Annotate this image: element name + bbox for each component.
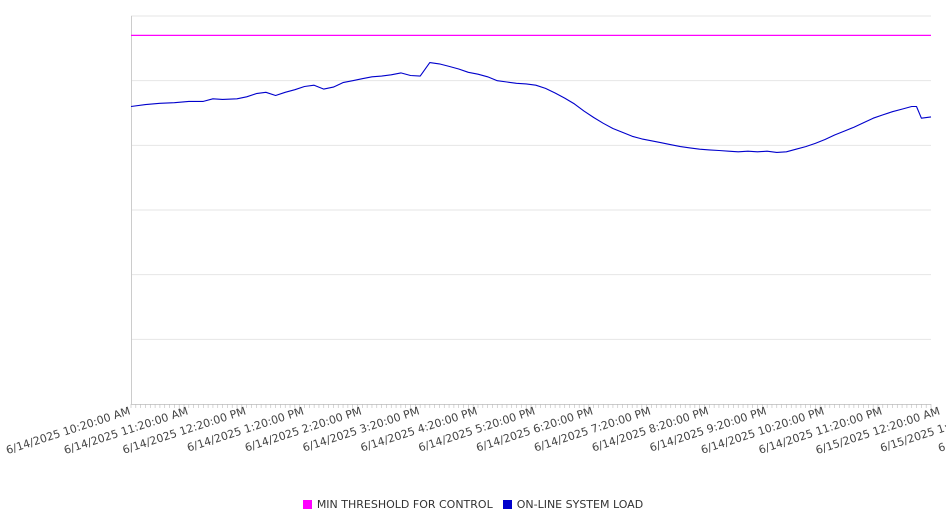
- legend-swatch-threshold: [302, 500, 312, 509]
- legend-item-threshold: MIN THRESHOLD FOR CONTROL: [302, 498, 493, 511]
- x-minor-ticks: [130, 404, 932, 408]
- x-tick-labels: 6/14/2025 10:20:00 AM6/14/2025 11:20:00 …: [4, 404, 946, 456]
- line-chart: 6/14/2025 10:20:00 AM6/14/2025 11:20:00 …: [4, 15, 946, 457]
- series-line-load: [130, 62, 932, 153]
- legend-swatch-load: [502, 500, 512, 509]
- legend-label-threshold: MIN THRESHOLD FOR CONTROL: [316, 498, 493, 511]
- legend: MIN THRESHOLD FOR CONTROL ON-LINE SYSTEM…: [0, 498, 946, 511]
- gridlines: [131, 15, 931, 340]
- legend-item-load: ON-LINE SYSTEM LOAD: [502, 498, 644, 511]
- legend-label-load: ON-LINE SYSTEM LOAD: [516, 498, 644, 511]
